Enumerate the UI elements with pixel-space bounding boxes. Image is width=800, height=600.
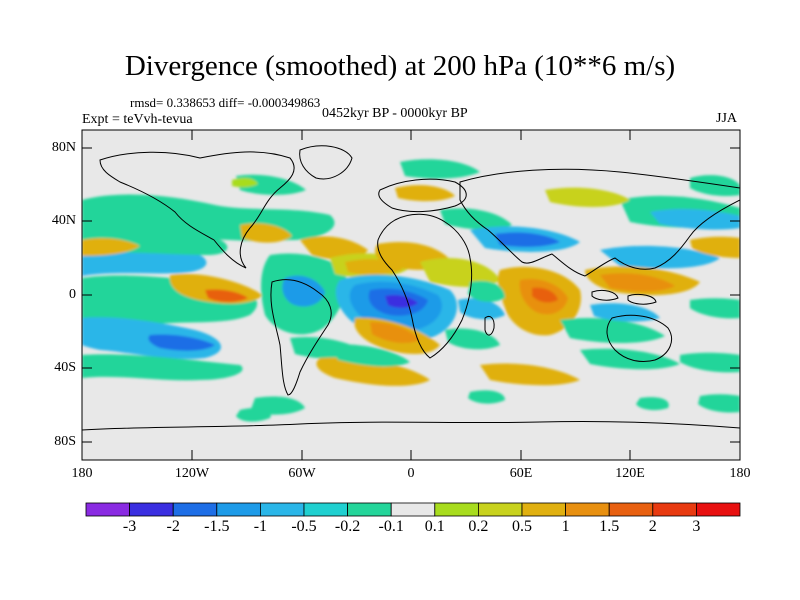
colorbar-label: -1.5 [204,518,230,535]
contour-fill [420,258,500,287]
contour-fill [650,209,740,230]
colorbar-label: 3 [692,518,701,535]
x-tick-label: 60E [509,466,533,481]
colorbar-swatch [608,502,654,517]
contour-fill [590,303,660,322]
contour-fill [458,298,505,320]
colorbar-swatch [390,502,436,517]
stats-line: rmsd= 0.338653 diff= -0.000349863 [130,95,321,110]
contour-fill [532,287,558,303]
contour-fill [148,334,215,351]
colorbar-label: 0.2 [468,518,489,535]
divergence-field [82,145,740,431]
colorbar-swatch [129,502,174,517]
colorbar-swatch [565,502,610,517]
season-label: JJA [716,111,738,126]
contour-fill [636,397,669,411]
contour-fill [395,185,455,202]
contour-fill [698,394,740,413]
contour-fill [690,298,740,319]
colorbar-swatch [216,502,261,517]
colorbar [85,502,741,517]
x-tick-label: 120W [174,466,210,481]
colorbar-label: 2 [648,518,657,535]
contour-fill [690,236,740,258]
colorbar-swatch [696,502,741,517]
x-tick-label: 180 [729,466,751,481]
contour-fill [440,208,512,230]
y-tick-label: 80S [54,434,76,449]
contour-fill [600,245,720,269]
colorbar-swatch [652,502,697,517]
y-tick-marks [82,147,740,443]
y-tick-label: 40S [54,360,76,375]
period-label: 0452kyr BP - 0000kyr BP [322,106,468,121]
contour-fill [495,232,560,247]
contour-fill [82,238,140,256]
coastlines [82,145,740,431]
x-tick-label: 120E [615,466,645,481]
colorbar-swatch [477,502,523,517]
contour-fill [400,159,480,179]
contour-fill [240,223,292,243]
colorbar-swatch [434,502,479,517]
contour-fill [232,177,258,188]
y-tick-label: 80N [51,140,76,155]
contour-fill [330,344,410,367]
x-tick-label: 60W [288,466,316,481]
contour-fill [480,363,580,386]
colorbar-swatch [172,502,218,517]
colorbar-swatch [85,502,130,517]
colorbar-label: -1 [253,518,268,535]
contour-fill [370,322,420,343]
x-tick-label: 180 [71,466,93,481]
contour-fill [300,236,368,260]
colorbar-swatch [303,502,348,517]
colorbar-label: -2 [166,518,180,535]
contour-fill [236,407,271,422]
contour-fill [560,317,665,343]
experiment-label: Expt = teVvh-tevua [82,112,193,127]
contour-fill [600,273,675,292]
contour-fill [282,275,325,307]
x-tick-label: 0 [407,466,415,481]
contour-fill [545,187,630,207]
colorbar-label: 0.5 [512,518,532,535]
contour-fill [468,280,505,302]
contour-fill [468,390,505,404]
contour-fill [680,352,740,373]
colorbar-label: 1 [561,518,570,535]
colorbar-label: -3 [122,518,137,535]
contour-fill [316,357,430,386]
contour-fill [205,289,248,303]
x-tick-marks [191,130,631,460]
colorbar-swatch [347,502,392,517]
y-tick-label: 40N [51,213,76,228]
y-tick-label: 0 [69,287,76,302]
contour-fill [82,354,243,381]
colorbar-label: -0.1 [378,518,404,535]
contour-fill [690,175,740,197]
colorbar-label: 0.1 [424,518,445,535]
colorbar-label: -0.5 [291,518,317,535]
plot-title: Divergence (smoothed) at 200 hPa (10**6 … [124,50,676,82]
colorbar-label: -0.2 [334,518,361,535]
colorbar-label: 1.5 [599,518,620,535]
colorbar-swatch [259,502,305,517]
colorbar-swatch [521,502,566,517]
contour-fill [385,294,418,308]
